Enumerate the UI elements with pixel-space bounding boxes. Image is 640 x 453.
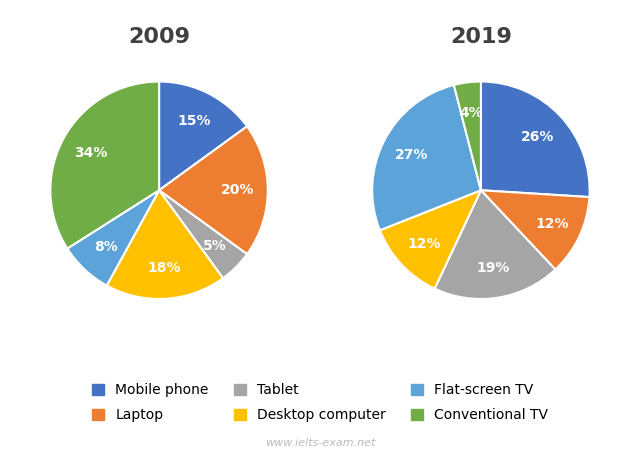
Wedge shape [159,82,247,190]
Title: 2009: 2009 [128,27,190,47]
Text: 5%: 5% [203,239,227,253]
Text: 4%: 4% [460,106,483,120]
Text: 12%: 12% [407,237,440,251]
Text: 8%: 8% [93,241,117,254]
Wedge shape [454,82,481,190]
Wedge shape [481,82,589,197]
Wedge shape [380,190,481,289]
Wedge shape [159,190,247,278]
Text: 15%: 15% [178,114,211,127]
Text: 20%: 20% [221,183,254,197]
Text: 12%: 12% [535,217,568,231]
Wedge shape [435,190,556,299]
Legend: Mobile phone, Laptop, Tablet, Desktop computer, Flat-screen TV, Conventional TV: Mobile phone, Laptop, Tablet, Desktop co… [86,378,554,428]
Text: www.ielts-exam.net: www.ielts-exam.net [265,439,375,448]
Text: 26%: 26% [522,130,555,144]
Wedge shape [159,126,268,254]
Text: 34%: 34% [74,145,107,159]
Text: 19%: 19% [476,260,510,275]
Wedge shape [107,190,223,299]
Wedge shape [372,85,481,230]
Wedge shape [67,190,159,285]
Wedge shape [481,190,589,270]
Text: 18%: 18% [147,261,180,275]
Title: 2019: 2019 [450,27,512,47]
Text: 27%: 27% [394,148,428,162]
Wedge shape [51,82,159,249]
